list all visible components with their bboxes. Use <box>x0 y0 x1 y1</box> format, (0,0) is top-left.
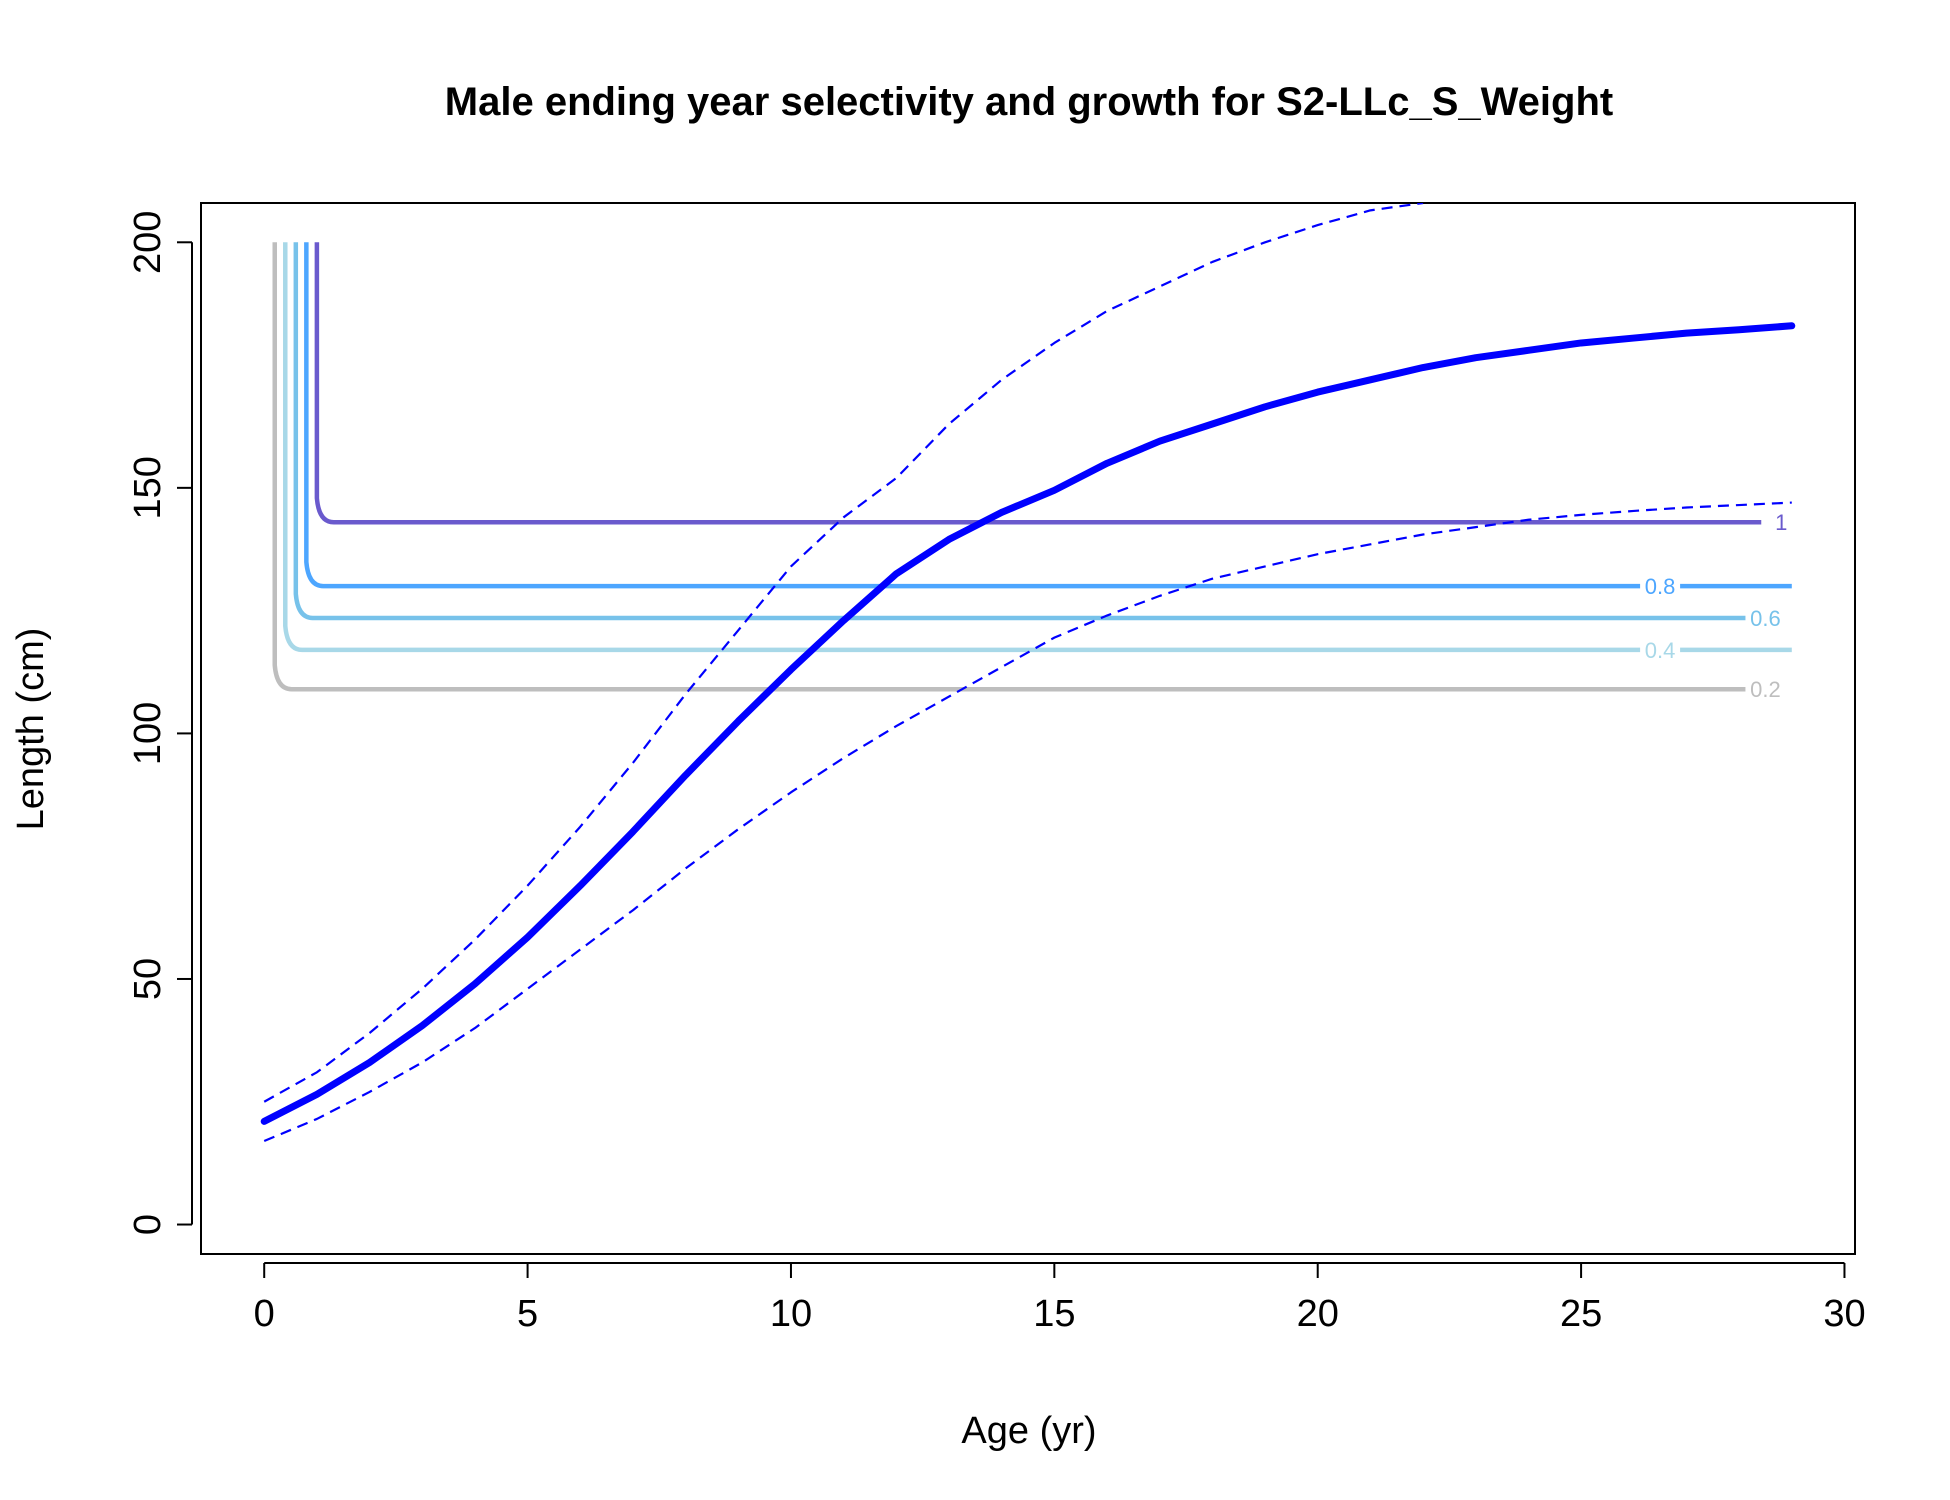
selectivity-contour-0.2 <box>272 242 1755 692</box>
selectivity-contour-1 <box>314 242 1766 525</box>
selectivity-contour-0.6 <box>293 242 1755 621</box>
x-tick-label: 10 <box>770 1293 812 1335</box>
y-tick-label: 0 <box>127 1214 169 1235</box>
contour-label: 0.2 <box>1750 677 1781 702</box>
y-tick-label: 100 <box>127 702 169 765</box>
contour-label: 0.4 <box>1645 638 1676 663</box>
x-tick-label: 15 <box>1033 1293 1075 1335</box>
contour-label-bg <box>1761 510 1802 535</box>
selectivity-contours: 1 0.8 0.6 0.4 0.2 <box>272 242 1802 702</box>
contour-label: 0.8 <box>1645 574 1676 599</box>
x-axis: 0 5 10 15 20 25 30 <box>254 1262 1866 1335</box>
selectivity-contour-0.4 <box>283 242 1792 653</box>
x-tick-label: 30 <box>1823 1293 1865 1335</box>
x-axis-label: Age (yr) <box>961 1410 1096 1452</box>
y-tick-label: 50 <box>127 958 169 1000</box>
contour-label: 1 <box>1775 510 1787 535</box>
chart-title: Male ending year selectivity and growth … <box>445 80 1613 124</box>
contour-label: 0.6 <box>1750 606 1781 631</box>
growth-lower-line <box>263 501 1792 1143</box>
x-tick-label: 25 <box>1560 1293 1602 1335</box>
contour-label-bg <box>1640 637 1681 662</box>
y-tick-label: 150 <box>127 456 169 519</box>
growth-mean-line <box>260 322 1796 1125</box>
y-tick-label: 200 <box>127 211 169 274</box>
growth-curves <box>260 203 1796 1143</box>
y-axis-label: Length (cm) <box>10 628 52 831</box>
selectivity-contour-0.8 <box>304 242 1792 589</box>
x-tick-label: 5 <box>517 1293 538 1335</box>
x-tick-label: 0 <box>254 1293 275 1335</box>
contour-label-bg <box>1745 677 1786 702</box>
growth-upper-line <box>263 203 1424 1103</box>
plot-frame <box>200 202 1856 1255</box>
contour-label-bg <box>1640 574 1681 599</box>
x-tick-label: 20 <box>1297 1293 1339 1335</box>
contour-label-bg <box>1745 605 1786 630</box>
y-axis: 0 50 100 150 200 <box>127 211 193 1235</box>
